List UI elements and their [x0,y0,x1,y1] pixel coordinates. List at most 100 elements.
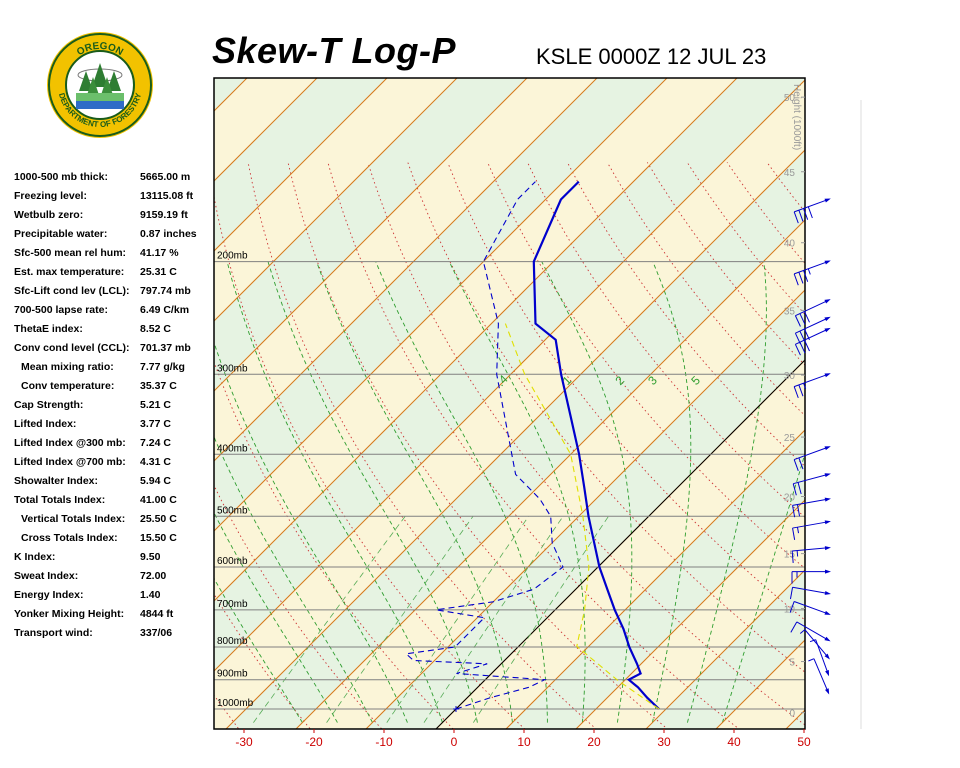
dry-adiabat [807,162,960,735]
index-label: Total Totals Index: [14,494,106,506]
index-label: Sweat Index: [14,570,79,582]
wind-barb-head [824,373,831,378]
wind-barb-head [824,260,831,265]
index-row: Conv temperature: 35.37 C [14,377,214,396]
mixing-ratio-line [253,516,406,723]
index-row: Total Totals Index: 41.00 C [14,491,214,510]
wind-barb [791,546,831,563]
index-label: Energy Index: [14,589,84,601]
index-row: Sfc-500 mean rel hum: 41.17 % [14,244,214,263]
isobar-label: 200mb [217,251,248,262]
index-row: Lifted Index: 3.77 C [14,415,214,434]
moist-adiabat [226,261,443,723]
wind-barb-staff [796,621,829,641]
wind-barb-head [824,610,831,615]
index-value: 25.31 C [140,266,177,278]
isobar-label: 300mb [217,363,248,374]
x-tick-label: 20 [587,735,601,749]
wind-barb-head [824,546,831,551]
isobar-label: 800mb [217,636,248,647]
wind-barb-flag [798,457,804,470]
index-row: Transport wind: 337/06 [14,624,214,643]
index-value: 25.50 C [140,513,177,525]
wind-barb-flag [798,209,804,222]
x-tick-label: 10 [517,735,531,749]
index-label: 1000-500 mb thick: [14,171,108,183]
isotherm-band [856,78,960,729]
wind-barb-flag [792,527,796,540]
isotherm-line [505,429,805,729]
wind-barb-flag [798,384,804,397]
index-label: Conv temperature: [21,380,115,392]
plot-frame [213,77,806,730]
isotherm-line [214,78,528,392]
index-row: Wetbulb zero: 9159.19 ft [14,206,214,225]
wind-barb-half-flag [799,629,806,634]
wind-barb-head [824,316,831,322]
moist-adiabat [721,452,805,723]
wind-barb [794,299,831,327]
index-label: Sfc-500 mean rel hum: [14,247,127,259]
temperature-profile [532,180,660,710]
index-value: 13115.08 ft [140,190,194,202]
wind-barb-flag [803,339,810,352]
moist-adiabat [651,261,692,723]
wind-barb-flag [798,272,804,284]
mixing-ratio-line [386,516,530,723]
wind-barb-staff [795,299,829,317]
moist-adiabat [214,511,338,723]
wind-barb-head [825,669,830,677]
wind-barb-head [824,653,830,660]
wind-barb-head [824,446,831,451]
height-tick-label: 0 [789,709,795,720]
index-row: Showalter Index: 5.94 C [14,472,214,491]
index-value: 797.74 mb [140,285,191,297]
wind-barb [793,373,831,399]
index-value: 4844 ft [140,608,174,620]
wind-barb-half-flag [807,268,811,275]
index-row: Cap Strength: 5.21 C [14,396,214,415]
index-value: 7.77 g/kg [140,361,185,373]
chart-title: Skew-T Log-P [212,30,457,71]
index-label: ThetaE index: [14,323,83,335]
isotherm-line [214,78,598,462]
zero-isotherm [435,359,805,729]
index-row: Mean mixing ratio: 7.77 g/kg [14,358,214,377]
index-label: Showalter Index: [14,475,99,487]
wind-barb-staff [794,373,829,388]
height-tick-label: 5 [789,658,795,669]
index-value: 6.49 C/km [140,304,190,316]
stability-indices-panel: 1000-500 mb thick: 5665.00 m Freezing leve… [14,168,214,643]
index-value: 15.50 C [140,532,177,544]
x-tick-label: 0 [451,735,458,749]
dry-adiabat [887,162,960,735]
wind-barb-staff [792,586,829,594]
dry-adiabat [7,162,172,735]
wind-barb-staff [794,446,829,461]
wind-barb-staff [795,328,829,345]
wind-barb-flag [797,482,802,495]
height-tick-label: 50 [784,93,796,104]
index-value: 5665.00 m [140,171,191,183]
wind-barb [790,621,831,642]
svg-text:OREGON: OREGON [75,41,125,58]
wind-barb-half-flag [809,639,816,643]
index-value: 4.31 C [140,456,171,468]
index-label: Lifted Index @300 mb: [14,437,126,449]
index-label: 700-500 lapse rate: [14,304,108,316]
dry-adiabat [367,162,805,726]
isotherm-line [785,709,805,729]
index-value: 72.00 [140,570,167,582]
wind-barb [792,473,831,496]
wind-barb-flag [807,206,813,219]
isobar-label: 500mb [217,505,248,516]
index-row: Sfc-Lift cond lev (LCL): 797.74 mb [14,282,214,301]
wind-barb [791,569,831,584]
moist-adiabat [375,261,548,723]
isobar-label: 600mb [217,556,248,567]
wind-barb [793,198,831,224]
wind-barb [799,629,830,660]
isotherm-line [645,569,805,729]
isotherm-line [365,289,805,729]
index-label: Transport wind: [14,627,93,639]
